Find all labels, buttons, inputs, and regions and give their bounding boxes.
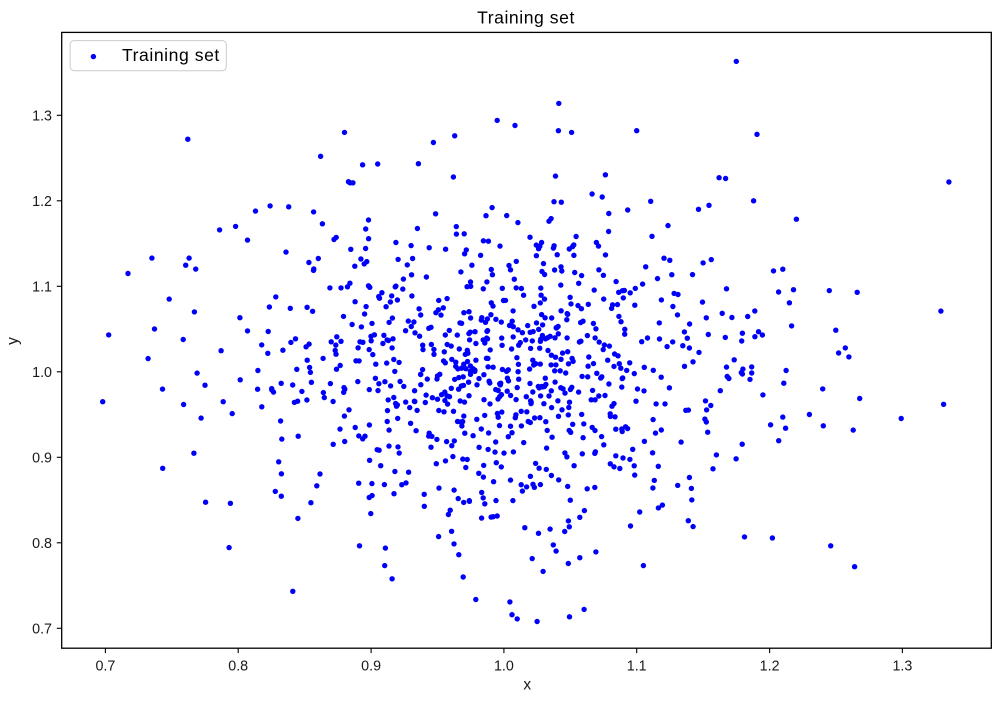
svg-text:Training set: Training set	[477, 8, 575, 28]
svg-text:x: x	[523, 676, 531, 693]
svg-text:0.9: 0.9	[32, 451, 52, 467]
svg-text:Training set: Training set	[122, 45, 220, 65]
svg-text:0.8: 0.8	[32, 536, 52, 552]
svg-text:0.9: 0.9	[361, 658, 381, 674]
svg-text:y: y	[5, 337, 22, 345]
svg-text:1.2: 1.2	[32, 194, 52, 210]
svg-text:1.0: 1.0	[494, 658, 514, 674]
svg-text:1.3: 1.3	[892, 658, 912, 674]
svg-text:1.1: 1.1	[32, 280, 52, 296]
svg-text:0.7: 0.7	[95, 658, 115, 674]
svg-text:0.8: 0.8	[228, 658, 248, 674]
svg-text:0.7: 0.7	[32, 622, 52, 638]
svg-text:1.2: 1.2	[760, 658, 780, 674]
svg-text:1.0: 1.0	[32, 365, 52, 381]
svg-text:1.3: 1.3	[32, 109, 52, 125]
svg-text:1.1: 1.1	[627, 658, 647, 674]
